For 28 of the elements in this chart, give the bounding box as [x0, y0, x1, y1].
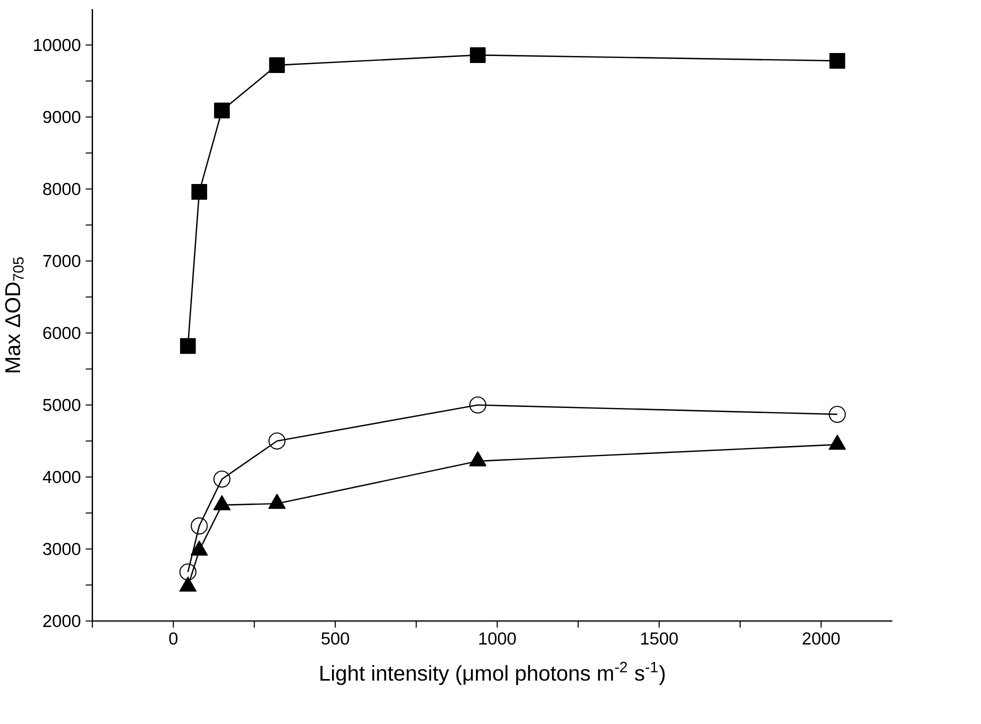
x-tick-label: 1500	[641, 632, 678, 645]
y-tick-label: 2000	[43, 614, 80, 628]
point	[469, 396, 486, 414]
point	[190, 517, 208, 534]
x-tick-label: 2000	[802, 632, 840, 645]
point	[214, 102, 230, 118]
point	[269, 57, 285, 74]
point	[213, 470, 230, 488]
point	[191, 184, 208, 200]
y-tick-label: 4000	[42, 470, 80, 484]
point	[179, 563, 196, 581]
point	[180, 338, 196, 354]
y-tick-label: 8000	[43, 182, 80, 196]
y-tick-label: 7000	[43, 254, 80, 268]
point	[829, 52, 846, 69]
y-tick-label: 6000	[43, 326, 80, 340]
x-tick-label: 0	[169, 632, 178, 645]
y-tick-label: 10000	[34, 38, 80, 52]
y-axis-title: Max ΔOD$_{705}$	[5, 257, 24, 372]
point	[470, 47, 486, 63]
point	[828, 406, 846, 423]
point	[268, 432, 286, 450]
y-tick-label: 5000	[43, 398, 80, 412]
x-tick-label: 1000	[479, 632, 516, 645]
y-tick-label: 9000	[43, 110, 80, 124]
x-axis-title: Light intensity (μmol photons m$^{-2}$ s$^{-1}$)	[320, 662, 665, 686]
x-tick-label: 500	[322, 632, 350, 645]
y-tick-label: 3000	[43, 542, 80, 556]
